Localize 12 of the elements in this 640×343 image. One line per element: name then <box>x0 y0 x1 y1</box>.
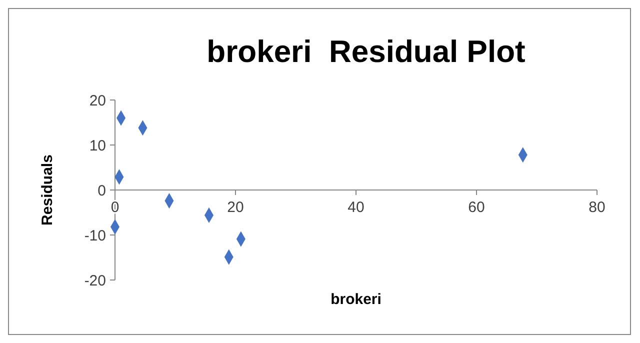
x-tick-label: 40 <box>348 199 364 216</box>
y-tick-label: 10 <box>89 137 106 154</box>
chart-title: brokeri Residual Plot <box>206 34 526 69</box>
y-axis-title: Residuals <box>39 154 56 226</box>
x-tick-label: 80 <box>588 199 606 216</box>
x-axis-title: brokeri <box>330 291 382 308</box>
y-tick-label: 20 <box>89 92 106 110</box>
x-tick-label: 20 <box>227 199 244 216</box>
y-tick-label: -10 <box>84 227 106 244</box>
y-tick-label: -20 <box>84 272 106 290</box>
y-tick-label: 0 <box>98 182 106 200</box>
x-tick-label: 60 <box>468 199 485 216</box>
